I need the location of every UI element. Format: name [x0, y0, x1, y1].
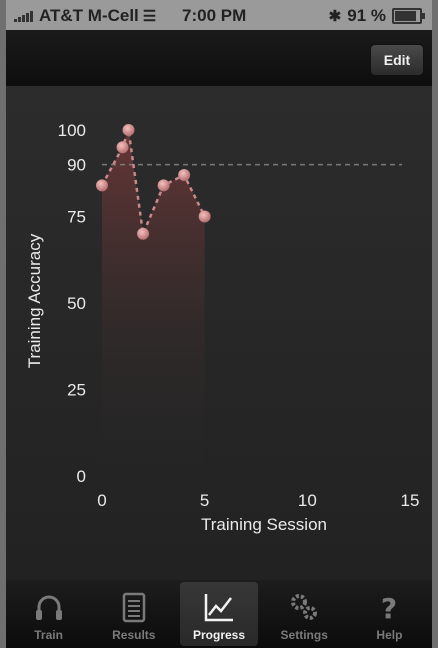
- bluetooth-icon: ✱: [328, 8, 342, 25]
- tab-label: Train: [34, 628, 63, 642]
- data-point[interactable]: [198, 210, 211, 223]
- x-tick-label: 15: [401, 491, 420, 510]
- tab-bar: Train Results Progress Settings? Help: [6, 580, 432, 648]
- line-chart-icon: [202, 590, 236, 624]
- svg-text:?: ?: [381, 592, 397, 624]
- battery-percent: 91 %: [347, 6, 386, 25]
- progress-chart: 0 25 50 75 90 100 0 5 10 15 Training Session Tra…: [6, 86, 432, 580]
- signal-icon: [14, 10, 33, 22]
- navigation-bar: Edit: [6, 30, 432, 86]
- battery-group: ✱ 91 %: [328, 6, 425, 26]
- x-tick-label: 0: [97, 491, 106, 510]
- tab-label: Progress: [192, 628, 246, 642]
- tab-train[interactable]: Train: [6, 580, 91, 648]
- series-area: [102, 130, 205, 476]
- tab-help[interactable]: ? Help: [347, 580, 432, 648]
- tab-label: Results: [112, 628, 156, 642]
- y-tick-label: 50: [67, 294, 86, 313]
- app-screen: AT&T M-Cell ☰ 7:00 PM ✱ 91 % Edit: [6, 0, 432, 648]
- tab-label: Help: [376, 628, 403, 642]
- carrier-name: AT&T M-Cell: [39, 6, 139, 25]
- data-point[interactable]: [137, 227, 150, 240]
- y-axis-label: Training Accuracy: [25, 233, 44, 368]
- data-point[interactable]: [157, 179, 170, 192]
- data-point[interactable]: [96, 179, 108, 192]
- battery-icon: [392, 8, 425, 24]
- status-time: 7:00 PM: [182, 6, 247, 25]
- x-tick-label: 5: [200, 491, 209, 510]
- y-tick-label: 25: [67, 381, 86, 400]
- x-axis-label: Training Session: [201, 515, 327, 534]
- edit-button[interactable]: Edit: [370, 44, 424, 76]
- tab-results[interactable]: Results: [91, 580, 176, 648]
- y-tick-label: 75: [67, 208, 86, 227]
- y-tick-label: 90: [67, 156, 86, 175]
- data-point[interactable]: [122, 124, 135, 136]
- data-point[interactable]: [116, 141, 129, 154]
- x-tick-label: 10: [298, 491, 317, 510]
- y-tick-label: 0: [77, 467, 86, 486]
- carrier-group: AT&T M-Cell ☰: [14, 6, 156, 26]
- question-icon: ?: [372, 590, 406, 625]
- headphones-icon: [32, 590, 66, 624]
- y-tick-label: 100: [58, 121, 86, 140]
- gears-icon: [287, 590, 321, 624]
- wifi-icon: ☰: [142, 8, 157, 25]
- data-point[interactable]: [178, 168, 191, 181]
- tab-settings[interactable]: Settings: [262, 580, 347, 648]
- chart-svg: 0 25 50 75 90 100 0 5 10 15 Training Session Tra…: [25, 121, 420, 534]
- status-bar: AT&T M-Cell ☰ 7:00 PM ✱ 91 %: [6, 0, 432, 30]
- tab-label: Settings: [280, 628, 328, 642]
- tab-progress[interactable]: Progress: [176, 580, 261, 648]
- notepad-icon: [117, 590, 151, 624]
